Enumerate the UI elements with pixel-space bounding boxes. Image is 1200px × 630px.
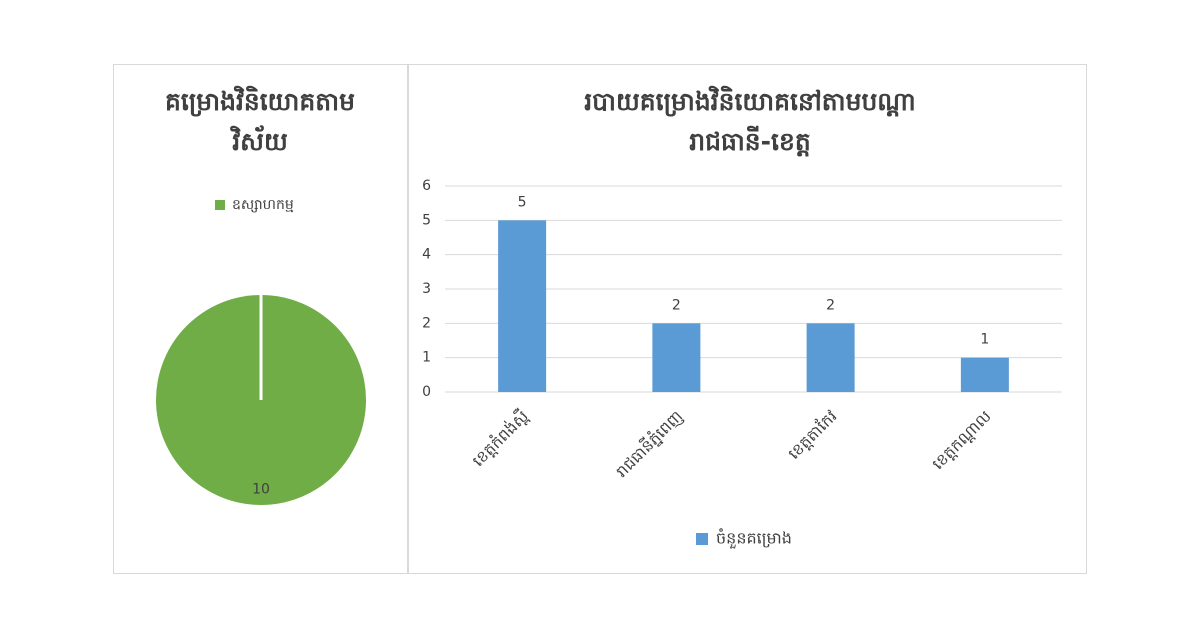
y-tick-label: 0 xyxy=(422,384,431,400)
y-tick-label: 2 xyxy=(422,315,431,331)
x-tick-label: ខេត្តតាកែវ xyxy=(784,407,841,464)
y-tick-label: 3 xyxy=(422,281,431,297)
bar xyxy=(652,323,701,392)
data-label: 5 xyxy=(518,194,527,210)
pie-title: គម្រោងវិនិយោគតាមវិស័យ xyxy=(165,87,355,156)
data-label: 1 xyxy=(980,332,989,348)
legend-swatch xyxy=(696,533,708,545)
x-tick-label: រាជធានីភ្នំពេញ xyxy=(611,406,686,481)
y-tick-label: 6 xyxy=(422,178,431,194)
data-label: 10 xyxy=(252,481,270,497)
bar xyxy=(806,323,855,392)
x-tick-label: ខេត្តកំពង់ស្ពឺ xyxy=(468,406,532,470)
legend-swatch xyxy=(215,200,225,210)
data-label: 2 xyxy=(672,297,681,313)
data-label: 2 xyxy=(826,297,835,313)
bar xyxy=(498,220,547,392)
bar xyxy=(960,357,1009,392)
x-tick-label: ខេត្តកណ្ដាល xyxy=(928,407,995,474)
y-tick-label: 4 xyxy=(422,247,431,263)
y-tick-label: 5 xyxy=(422,212,431,228)
pie-panel xyxy=(113,64,409,574)
y-tick-label: 1 xyxy=(422,350,431,366)
bar-title: របាយគម្រោងវិនិយោគនៅតាមបណ្ដារាជធានី-ខេត្ត xyxy=(584,87,916,156)
legend-label: ចំនួនគម្រោង xyxy=(716,528,792,550)
bar-panel xyxy=(407,64,1087,574)
legend-label: ឧស្សាហកម្ម xyxy=(232,197,294,213)
